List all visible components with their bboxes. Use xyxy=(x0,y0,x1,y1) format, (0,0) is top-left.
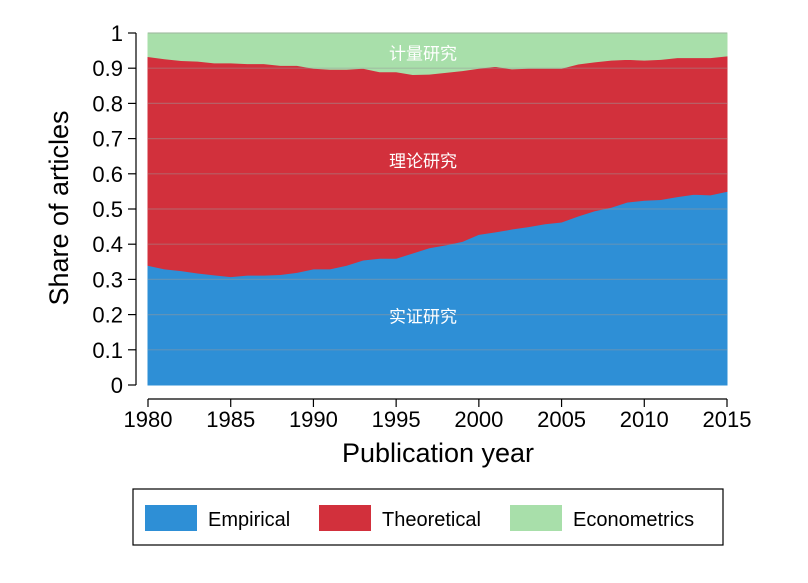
legend-label-theoretical: Theoretical xyxy=(382,509,481,531)
x-tick-label: 1990 xyxy=(289,407,338,432)
x-tick-label: 2005 xyxy=(537,407,586,432)
area-label-empirical: 实证研究 xyxy=(389,307,457,326)
x-tick-label: 1985 xyxy=(206,407,255,432)
y-tick-label: 0.8 xyxy=(92,91,123,116)
x-axis-title: Publication year xyxy=(342,438,534,468)
axes: 0 0.1 0.2 0.3 0.4 0.5 0.6 0.7 0.8 0.9 1 1980 1985 199… xyxy=(92,21,751,432)
y-tick-label: 0.6 xyxy=(92,162,123,187)
x-tick-label: 2000 xyxy=(454,407,503,432)
legend-swatch-theoretical xyxy=(319,505,371,531)
legend-label-empirical: Empirical xyxy=(208,509,290,531)
area-series-group xyxy=(147,32,728,386)
area-label-theoretical: 理论研究 xyxy=(389,152,457,171)
x-tick-label: 1980 xyxy=(124,407,173,432)
y-tick-label: 0.1 xyxy=(92,338,123,363)
legend-box xyxy=(132,488,724,546)
legend: Empirical Theoretical Econometrics xyxy=(132,488,724,546)
y-tick-label: 0.3 xyxy=(92,267,123,292)
x-tick-label: 1995 xyxy=(372,407,421,432)
y-tick-label: 1 xyxy=(111,21,123,46)
y-tick-label: 0.5 xyxy=(92,197,123,222)
y-tick-label: 0.2 xyxy=(92,303,123,328)
y-tick-label: 0.9 xyxy=(92,56,123,81)
y-tick-label: 0.4 xyxy=(92,232,123,257)
legend-swatch-empirical xyxy=(145,505,197,531)
x-tick-label: 2010 xyxy=(620,407,669,432)
x-tick-label: 2015 xyxy=(703,407,752,432)
area-labels: 实证研究 理论研究 计量研究 xyxy=(389,45,457,327)
legend-swatch-econometrics xyxy=(510,505,562,531)
legend-label-econometrics: Econometrics xyxy=(573,509,694,531)
y-axis-title: Share of articles xyxy=(44,110,74,305)
y-tick-label: 0 xyxy=(111,373,123,398)
area-econometrics xyxy=(147,32,728,76)
area-label-econometrics: 计量研究 xyxy=(389,45,457,64)
gridlines xyxy=(148,32,727,351)
y-tick-label: 0.7 xyxy=(92,127,123,152)
